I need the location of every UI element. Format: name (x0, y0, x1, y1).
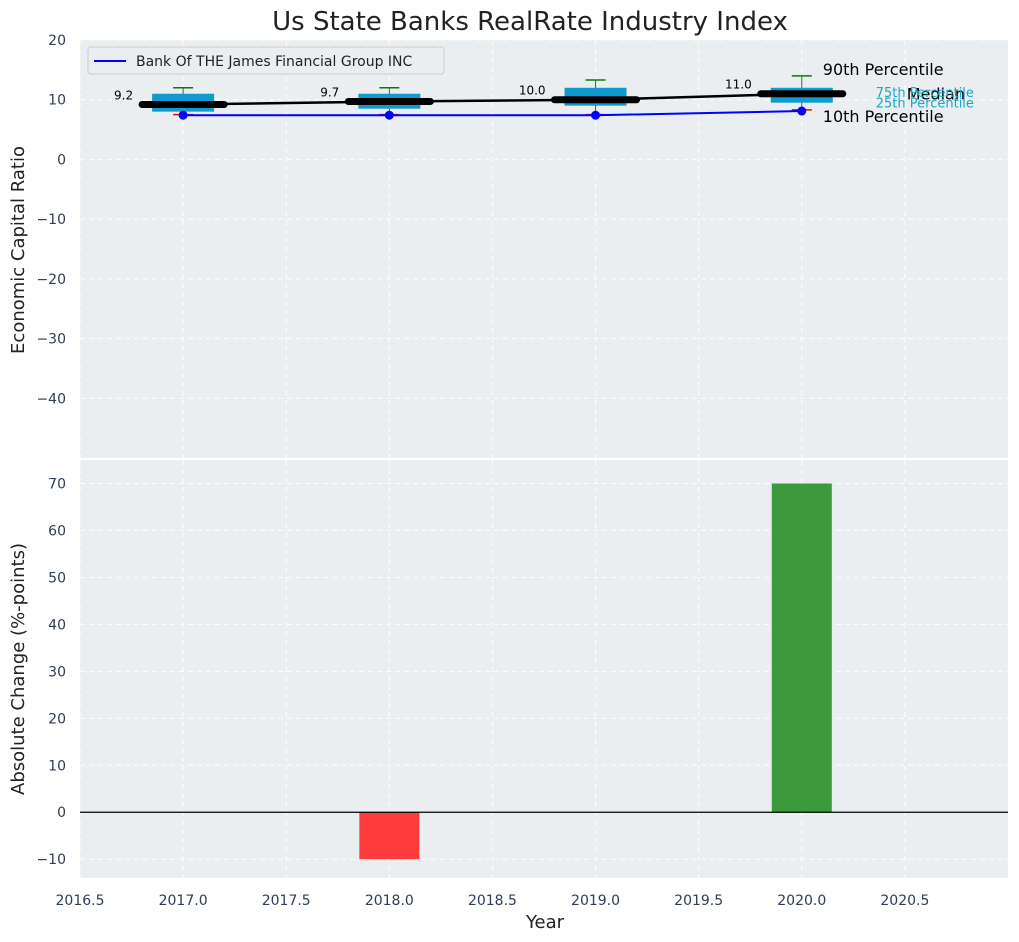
median-annotation: Median (907, 85, 965, 104)
median-value-label: 9.7 (320, 86, 339, 100)
change-bar (771, 483, 832, 813)
top-y-tick-label: 10 (48, 93, 66, 109)
median-trend-line (183, 92, 802, 106)
x-tick-label: 2020.5 (880, 893, 929, 909)
change-bars (80, 483, 1008, 860)
x-tick-label: 2020.0 (777, 893, 826, 909)
median-value-label: 11.0 (725, 78, 752, 92)
change-bar (359, 812, 420, 860)
bottom-y-tick-label: 70 (48, 476, 66, 492)
bottom-y-tick-label: 0 (57, 805, 66, 821)
top-y-tick-label: −40 (36, 391, 66, 407)
series-point (591, 110, 601, 120)
series-point (797, 106, 807, 116)
top-y-ticks: 20 10 0 −10 −20 −30 −40 (36, 33, 66, 407)
q3-annotation: 75th Percentile (876, 86, 974, 101)
x-tick-label: 2016.5 (56, 893, 105, 909)
top-y-axis-label: Economic Capital Ratio (8, 146, 29, 354)
bottom-y-ticks: 70 60 50 40 30 20 10 0 −10 (36, 476, 66, 868)
bottom-y-tick-label: 50 (48, 570, 66, 586)
top-y-tick-label: 0 (57, 152, 66, 168)
q1-annotation: 25th Percentile (876, 97, 974, 112)
bottom-plot-area (80, 460, 1008, 878)
median-value-label: 9.2 (114, 88, 133, 102)
legend: Bank Of THE James Financial Group INC (87, 46, 445, 75)
legend-entry: Bank Of THE James Financial Group INC (136, 54, 413, 70)
series-point (384, 110, 394, 120)
median-value-label: 10.0 (519, 84, 546, 98)
chart-title: Us State Banks RealRate Industry Index (272, 7, 788, 37)
x-tick-label: 2018.0 (365, 893, 414, 909)
bottom-y-tick-label: −10 (36, 852, 66, 868)
top-y-tick-label: −30 (36, 332, 66, 348)
series-point (178, 110, 188, 120)
x-tick-label: 2018.5 (468, 893, 517, 909)
p90-annotation: 90th Percentile (823, 60, 944, 79)
p10-annotation: 10th Percentile (823, 107, 944, 126)
x-axis-label: Year (525, 912, 565, 933)
series-lines (178, 106, 807, 120)
bottom-y-tick-label: 40 (48, 617, 66, 633)
top-plot-area (80, 40, 1008, 458)
bottom-y-tick-label: 60 (48, 523, 66, 539)
bottom-y-axis-label: Absolute Change (%-points) (8, 543, 29, 795)
x-tick-label: 2019.5 (674, 893, 723, 909)
series-line (183, 110, 802, 117)
bottom-y-tick-label: 30 (48, 664, 66, 680)
x-tick-label: 2017.5 (262, 893, 311, 909)
bottom-y-tick-label: 20 (48, 711, 66, 727)
bottom-x-ticks: 2016.5 2017.0 2017.5 2018.0 2018.5 2019.0 2019… (56, 893, 930, 909)
x-tick-label: 2017.0 (159, 893, 208, 909)
percentile-annotations: 90th Percentile Median 10th Percentile 75th… (823, 60, 974, 126)
box-plots: 9.2 9.7 10.0 11.0 (114, 75, 847, 116)
top-y-tick-label: −20 (36, 272, 66, 288)
top-panel: 20 10 0 −10 −20 −30 −40 9.2 9.7 10.0 11.0 90th Pe… (8, 33, 1008, 458)
top-y-tick-label: −10 (36, 212, 66, 228)
top-y-tick-label: 20 (48, 33, 66, 49)
x-tick-label: 2019.0 (571, 893, 620, 909)
legend-box (87, 46, 445, 75)
bottom-y-tick-label: 10 (48, 758, 66, 774)
